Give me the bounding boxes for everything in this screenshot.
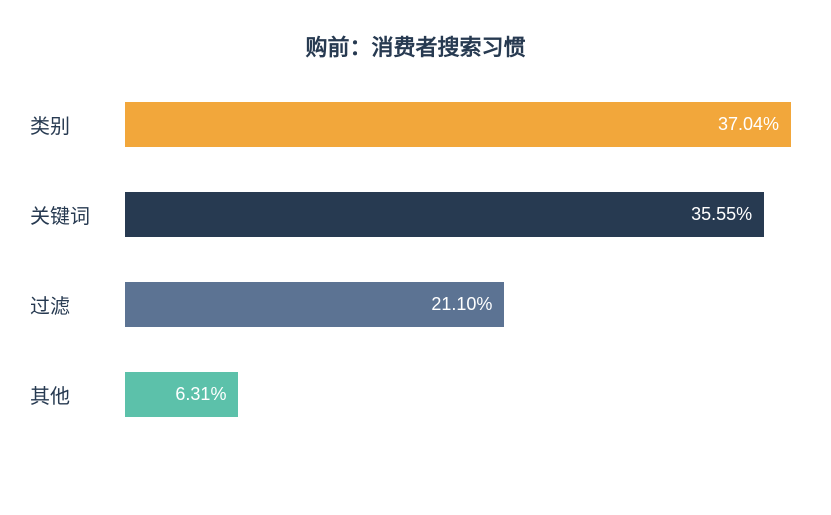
- bar-value: 6.31%: [175, 384, 226, 405]
- chart-title: 购前：消费者搜索习惯: [20, 30, 811, 62]
- bar-fill: 21.10%: [125, 282, 504, 327]
- bar-track: 21.10%: [125, 282, 791, 327]
- bar-fill: 35.55%: [125, 192, 764, 237]
- bar-fill: 6.31%: [125, 372, 238, 417]
- bar-row: 过滤 21.10%: [30, 282, 791, 327]
- bar-row: 其他 6.31%: [30, 372, 791, 417]
- bar-row: 类别 37.04%: [30, 102, 791, 147]
- bar-track: 6.31%: [125, 372, 791, 417]
- bar-track: 35.55%: [125, 192, 791, 237]
- bars-area: 类别 37.04% 关键词 35.55% 过滤 21.10%: [20, 102, 811, 417]
- bar-label: 过滤: [30, 290, 125, 319]
- bar-track: 37.04%: [125, 102, 791, 147]
- bar-value: 21.10%: [431, 294, 492, 315]
- chart-container: 购前：消费者搜索习惯 类别 37.04% 关键词 35.55% 过滤 21.10…: [0, 0, 831, 515]
- bar-label: 其他: [30, 380, 125, 409]
- bar-fill: 37.04%: [125, 102, 791, 147]
- bar-label: 类别: [30, 110, 125, 139]
- bar-value: 37.04%: [718, 114, 779, 135]
- bar-label: 关键词: [30, 200, 125, 229]
- bar-value: 35.55%: [691, 204, 752, 225]
- bar-row: 关键词 35.55%: [30, 192, 791, 237]
